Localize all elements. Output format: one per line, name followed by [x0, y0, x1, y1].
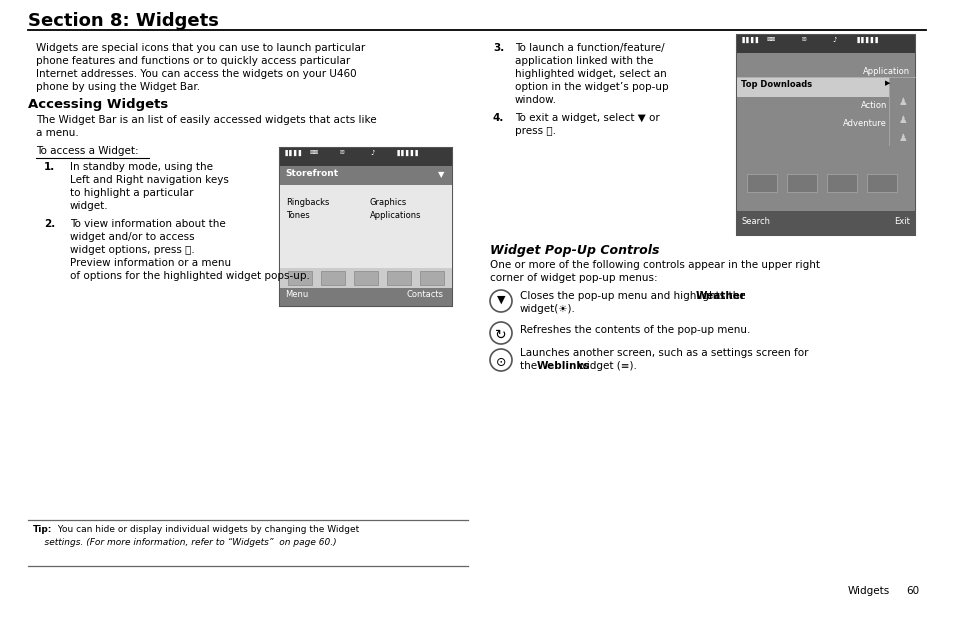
- Text: One or more of the following controls appear in the upper right: One or more of the following controls ap…: [490, 260, 820, 270]
- Text: widget (≡).: widget (≡).: [575, 361, 637, 371]
- Text: Exit: Exit: [893, 217, 909, 226]
- Text: The Widget Bar is an list of easily accessed widgets that acts like: The Widget Bar is an list of easily acce…: [36, 115, 376, 125]
- Text: corner of widget pop-up menus:: corner of widget pop-up menus:: [490, 273, 657, 283]
- Bar: [737, 211, 914, 235]
- Text: Launches another screen, such as a settings screen for: Launches another screen, such as a setti…: [519, 348, 807, 358]
- Bar: [288, 271, 312, 285]
- Text: ⊙: ⊙: [496, 356, 506, 369]
- Bar: [280, 288, 452, 306]
- Text: Weblinks: Weblinks: [537, 361, 590, 371]
- Text: ⊠⊠: ⊠⊠: [310, 150, 319, 155]
- Text: 3.: 3.: [493, 43, 504, 53]
- Text: ▐▐▐▐▐: ▐▐▐▐▐: [395, 150, 418, 156]
- Bar: [280, 148, 452, 166]
- Text: Menu: Menu: [285, 290, 308, 299]
- Text: To access a Widget:: To access a Widget:: [36, 146, 138, 156]
- Text: the: the: [519, 361, 539, 371]
- Text: to highlight a particular: to highlight a particular: [70, 188, 193, 198]
- Text: To exit a widget, select ▼ or: To exit a widget, select ▼ or: [515, 113, 659, 123]
- Text: Accessing Widgets: Accessing Widgets: [28, 98, 168, 111]
- Text: widget options, press Ⓞ.: widget options, press Ⓞ.: [70, 245, 194, 255]
- Text: Widgets are special icons that you can use to launch particular: Widgets are special icons that you can u…: [36, 43, 365, 53]
- Text: ⊠⊠: ⊠⊠: [766, 37, 776, 42]
- Text: Ringbacks: Ringbacks: [286, 198, 329, 207]
- Text: Internet addresses. You can access the widgets on your U460: Internet addresses. You can access the w…: [36, 69, 356, 79]
- Text: ♪: ♪: [370, 150, 375, 156]
- Text: Action: Action: [860, 101, 886, 110]
- Text: Applications: Applications: [370, 211, 421, 220]
- Bar: [737, 35, 914, 53]
- Text: In standby mode, using the: In standby mode, using the: [70, 162, 213, 172]
- Text: 2.: 2.: [44, 219, 55, 229]
- Text: Contacts: Contacts: [407, 290, 443, 299]
- Text: Top Downloads: Top Downloads: [740, 80, 811, 89]
- Text: widget(☀).: widget(☀).: [519, 304, 576, 314]
- Text: ♪: ♪: [831, 37, 836, 43]
- Text: ✉: ✉: [339, 150, 344, 155]
- Text: widget.: widget.: [70, 201, 109, 211]
- Text: a menu.: a menu.: [36, 128, 79, 138]
- Text: settings. (For more information, refer to “Widgets”  on page 60.): settings. (For more information, refer t…: [33, 538, 336, 547]
- Bar: [280, 148, 452, 306]
- Text: window.: window.: [515, 95, 557, 105]
- Bar: [354, 271, 377, 285]
- Text: ▶: ▶: [884, 80, 889, 86]
- Text: phone by using the Widget Bar.: phone by using the Widget Bar.: [36, 82, 200, 92]
- Text: application linked with the: application linked with the: [515, 56, 653, 66]
- Text: ▼: ▼: [437, 170, 444, 179]
- Text: Widget Pop-Up Controls: Widget Pop-Up Controls: [490, 244, 659, 257]
- Text: option in the widget’s pop-up: option in the widget’s pop-up: [515, 82, 668, 92]
- Text: Tip:: Tip:: [33, 525, 52, 534]
- Text: Search: Search: [741, 217, 770, 226]
- Text: Storefront: Storefront: [285, 169, 337, 178]
- Bar: [826, 174, 856, 192]
- Bar: [737, 53, 914, 213]
- Text: ♟: ♟: [898, 97, 906, 107]
- Text: Graphics: Graphics: [370, 198, 407, 207]
- Bar: [280, 166, 452, 185]
- Bar: [320, 271, 345, 285]
- Text: Preview information or a menu: Preview information or a menu: [70, 258, 231, 268]
- Bar: [280, 268, 452, 288]
- Bar: [280, 185, 452, 268]
- Bar: [737, 35, 914, 235]
- Text: 60: 60: [905, 586, 918, 596]
- Text: highlighted widget, select an: highlighted widget, select an: [515, 69, 666, 79]
- Text: press Ⓞ.: press Ⓞ.: [515, 126, 556, 136]
- Text: ♟: ♟: [898, 115, 906, 125]
- Text: Weather: Weather: [695, 291, 745, 301]
- Text: ♟: ♟: [898, 133, 906, 143]
- Text: You can hide or display individual widgets by changing the Widget: You can hide or display individual widge…: [55, 525, 359, 534]
- Text: 1.: 1.: [44, 162, 55, 172]
- Text: Left and Right navigation keys: Left and Right navigation keys: [70, 175, 229, 185]
- Text: ▐▐▐▐: ▐▐▐▐: [283, 149, 302, 156]
- Text: Adventure: Adventure: [842, 119, 886, 128]
- Bar: [786, 174, 816, 192]
- Bar: [387, 271, 411, 285]
- Text: Tones: Tones: [286, 211, 310, 220]
- Text: To view information about the: To view information about the: [70, 219, 226, 229]
- Text: of options for the highlighted widget pops-up.: of options for the highlighted widget po…: [70, 271, 310, 281]
- Bar: [737, 77, 888, 97]
- Text: Application: Application: [862, 67, 909, 76]
- Text: Refreshes the contents of the pop-up menu.: Refreshes the contents of the pop-up men…: [519, 325, 750, 335]
- Text: ↻: ↻: [495, 328, 506, 342]
- Text: Widgets: Widgets: [847, 586, 889, 596]
- Bar: [746, 174, 776, 192]
- Text: 4.: 4.: [493, 113, 504, 123]
- Text: phone features and functions or to quickly access particular: phone features and functions or to quick…: [36, 56, 350, 66]
- Text: Closes the pop-up menu and highlights the: Closes the pop-up menu and highlights th…: [519, 291, 748, 301]
- Text: ✉: ✉: [801, 37, 806, 42]
- Bar: [419, 271, 443, 285]
- Text: ▐▐▐▐▐: ▐▐▐▐▐: [854, 37, 878, 43]
- Text: To launch a function/feature/: To launch a function/feature/: [515, 43, 664, 53]
- Text: ▐▐▐▐: ▐▐▐▐: [740, 36, 759, 43]
- Bar: [866, 174, 896, 192]
- Text: widget and/or to access: widget and/or to access: [70, 232, 194, 242]
- Text: ▼: ▼: [497, 295, 505, 305]
- Text: Section 8: Widgets: Section 8: Widgets: [28, 12, 218, 30]
